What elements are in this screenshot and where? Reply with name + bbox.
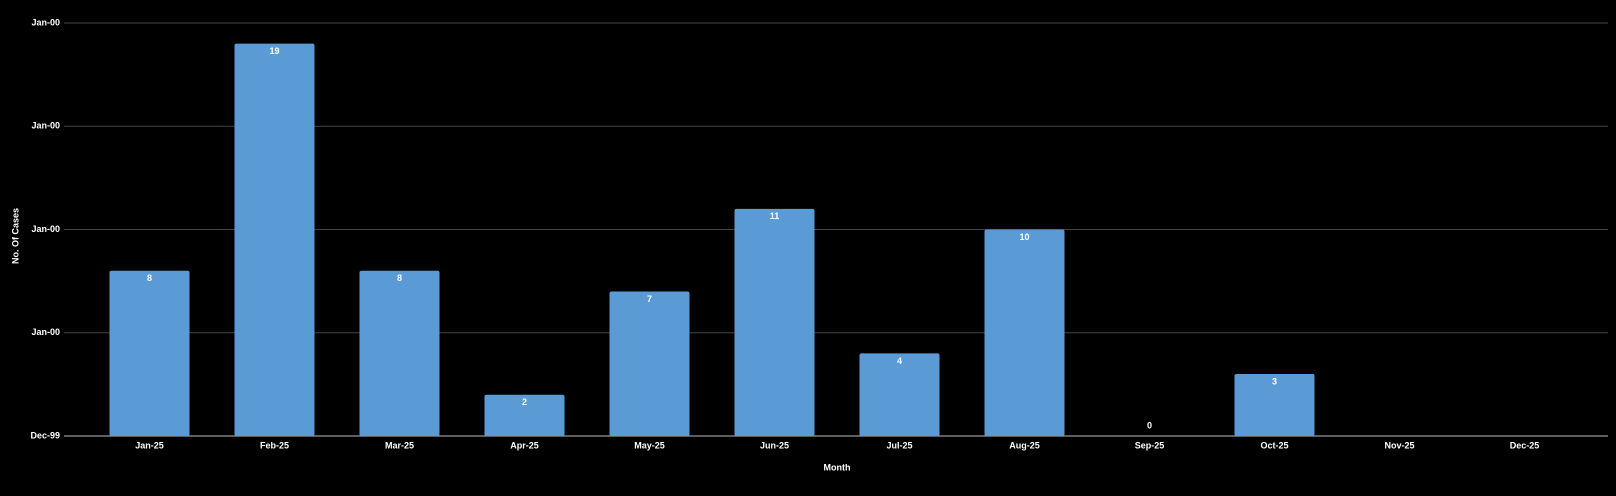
value-label: 10 (1019, 232, 1029, 242)
value-label: 19 (269, 46, 279, 56)
y-tick-label: Jan-00 (31, 17, 60, 27)
value-label: 3 (1272, 376, 1277, 386)
bar (1234, 374, 1315, 436)
value-label: 7 (647, 294, 652, 304)
bar (109, 270, 190, 436)
x-tick-label: Sep-25 (1135, 440, 1165, 450)
x-tick-label: Aug-25 (1009, 440, 1040, 450)
y-tick-label: Dec-99 (30, 430, 60, 440)
y-tick-label: Jan-00 (31, 224, 60, 234)
bar (984, 229, 1065, 436)
x-tick-label: Nov-25 (1384, 440, 1414, 450)
x-tick-label: Jun-25 (760, 440, 789, 450)
x-tick-label: Dec-25 (1510, 440, 1540, 450)
bar (609, 291, 690, 436)
bar (234, 43, 315, 437)
value-label: 2 (522, 397, 527, 407)
value-label: 4 (897, 356, 902, 366)
bar (359, 270, 440, 436)
y-axis-title: No. Of Cases (10, 208, 20, 264)
bar (484, 394, 565, 436)
x-tick-label: Oct-25 (1260, 440, 1288, 450)
y-tick-label: Jan-00 (31, 327, 60, 337)
x-tick-label: Apr-25 (510, 440, 539, 450)
y-tick-label: Jan-00 (31, 121, 60, 131)
x-tick-label: Feb-25 (260, 440, 289, 450)
value-label: 8 (397, 273, 402, 283)
x-tick-label: Jul-25 (886, 440, 912, 450)
x-tick-label: Jan-25 (135, 440, 164, 450)
value-label: 8 (147, 273, 152, 283)
value-label: 11 (770, 211, 780, 221)
x-tick-label: May-25 (634, 440, 665, 450)
value-label: 0 (1147, 420, 1152, 430)
bar (734, 208, 815, 436)
bar (859, 353, 940, 436)
x-axis-title: Month (824, 462, 851, 472)
x-tick-label: Mar-25 (385, 440, 414, 450)
